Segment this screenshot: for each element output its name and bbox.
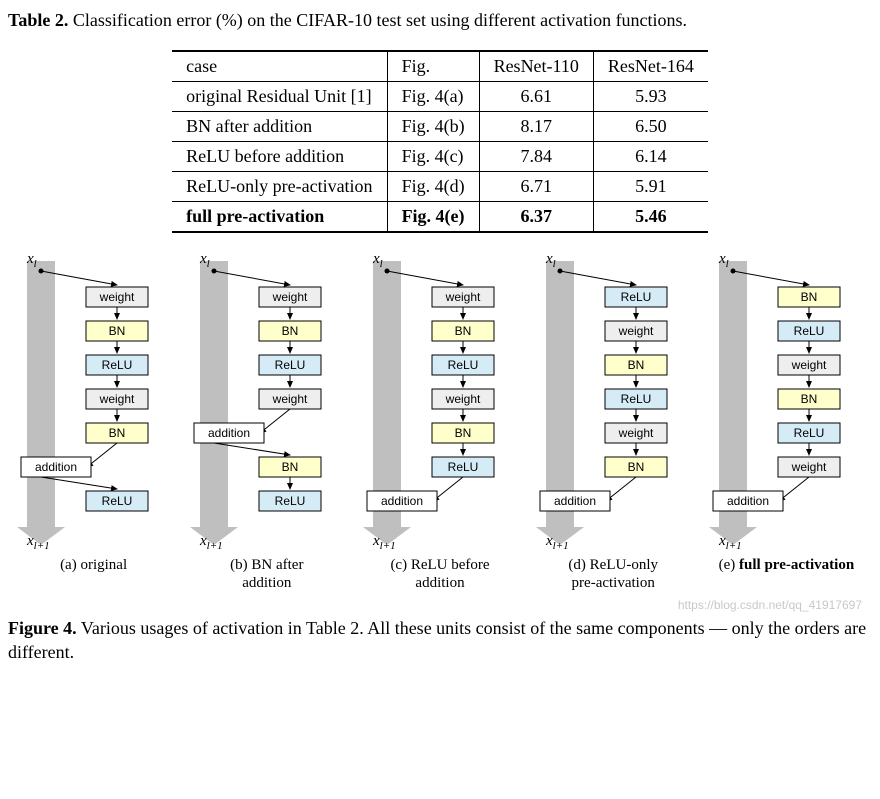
svg-text:BN: BN (628, 460, 645, 474)
svg-text:weight: weight (618, 426, 654, 440)
panel-label: (a) original (60, 557, 127, 574)
table-row: full pre-activationFig. 4(e)6.375.46 (172, 202, 708, 233)
svg-text:ReLU: ReLU (101, 494, 132, 508)
cell-case: full pre-activation (172, 202, 387, 233)
col-r164: ResNet-164 (593, 51, 707, 82)
cell-case: BN after addition (172, 112, 387, 142)
col-case: case (172, 51, 387, 82)
table-row: BN after additionFig. 4(b)8.176.50 (172, 112, 708, 142)
panel-label: (b) BN afteraddition (230, 557, 303, 592)
svg-text:ReLU: ReLU (274, 358, 305, 372)
svg-text:ReLU: ReLU (621, 392, 652, 406)
cell-r110: 8.17 (479, 112, 593, 142)
svg-text:BN: BN (455, 324, 472, 338)
table-row: original Residual Unit [1]Fig. 4(a)6.615… (172, 82, 708, 112)
svg-text:BN: BN (108, 426, 125, 440)
svg-text:weight: weight (98, 290, 134, 304)
table-caption-label: Table 2. (8, 10, 68, 30)
cell-r164: 5.91 (593, 172, 707, 202)
cell-r164: 5.93 (593, 82, 707, 112)
cell-case: original Residual Unit [1] (172, 82, 387, 112)
col-r110: ResNet-110 (479, 51, 593, 82)
svg-text:weight: weight (98, 392, 134, 406)
svg-text:weight: weight (445, 392, 481, 406)
svg-text:weight: weight (445, 290, 481, 304)
figure-caption-label: Figure 4. (8, 618, 77, 638)
svg-text:BN: BN (281, 324, 298, 338)
figure-panel: xlweightBNReLUweightBNReLUadditionxl+1(c… (354, 247, 525, 592)
svg-text:BN: BN (281, 460, 298, 474)
panel-svg: xlweightBNReLUweightBNadditionReLUxl+1 (9, 247, 179, 553)
cell-r164: 6.14 (593, 142, 707, 172)
svg-text:ReLU: ReLU (448, 358, 479, 372)
cell-r110: 6.37 (479, 202, 593, 233)
figure-panel: xlReLUweightBNReLUweightBNadditionxl+1(d… (528, 247, 699, 592)
table-row: ReLU before additionFig. 4(c)7.846.14 (172, 142, 708, 172)
figure-panel: xlweightBNReLUweightBNadditionReLUxl+1(a… (8, 247, 179, 592)
figure-caption: Figure 4. Various usages of activation i… (8, 616, 872, 665)
cell-fig: Fig. 4(d) (387, 172, 479, 202)
table-header-row: case Fig. ResNet-110 ResNet-164 (172, 51, 708, 82)
svg-text:weight: weight (791, 358, 827, 372)
svg-text:weight: weight (791, 460, 827, 474)
svg-text:ReLU: ReLU (621, 290, 652, 304)
panel-svg: xlReLUweightBNReLUweightBNadditionxl+1 (528, 247, 698, 553)
cell-case: ReLU-only pre-activation (172, 172, 387, 202)
table-caption: Table 2. Classification error (%) on the… (8, 8, 872, 32)
svg-text:addition: addition (727, 494, 769, 508)
svg-text:addition: addition (35, 460, 77, 474)
figure-caption-text: Various usages of activation in Table 2.… (8, 618, 866, 662)
svg-text:BN: BN (628, 358, 645, 372)
cell-r164: 5.46 (593, 202, 707, 233)
svg-text:ReLU: ReLU (448, 460, 479, 474)
svg-text:BN: BN (455, 426, 472, 440)
svg-text:addition: addition (554, 494, 596, 508)
cell-r110: 7.84 (479, 142, 593, 172)
figure-panel: xlweightBNReLUweightadditionBNReLUxl+1(b… (181, 247, 352, 592)
svg-text:addition: addition (208, 426, 250, 440)
svg-text:BN: BN (801, 290, 818, 304)
svg-text:ReLU: ReLU (101, 358, 132, 372)
figure-row: xlweightBNReLUweightBNadditionReLUxl+1(a… (8, 247, 872, 592)
figure-panel: xlBNReLUweightBNReLUweightadditionxl+1(e… (701, 247, 872, 592)
svg-text:weight: weight (618, 324, 654, 338)
watermark: https://blog.csdn.net/qq_41917697 (678, 598, 862, 612)
col-fig: Fig. (387, 51, 479, 82)
svg-text:ReLU: ReLU (794, 426, 825, 440)
cell-case: ReLU before addition (172, 142, 387, 172)
error-table: case Fig. ResNet-110 ResNet-164 original… (172, 50, 708, 233)
cell-r110: 6.61 (479, 82, 593, 112)
panel-label: (e) full pre-activation (719, 557, 855, 574)
panel-svg: xlweightBNReLUweightBNReLUadditionxl+1 (355, 247, 525, 553)
svg-text:weight: weight (271, 290, 307, 304)
cell-fig: Fig. 4(b) (387, 112, 479, 142)
svg-text:ReLU: ReLU (274, 494, 305, 508)
svg-text:weight: weight (271, 392, 307, 406)
svg-text:BN: BN (108, 324, 125, 338)
cell-fig: Fig. 4(a) (387, 82, 479, 112)
panel-svg: xlweightBNReLUweightadditionBNReLUxl+1 (182, 247, 352, 553)
table-row: ReLU-only pre-activationFig. 4(d)6.715.9… (172, 172, 708, 202)
cell-fig: Fig. 4(c) (387, 142, 479, 172)
panel-svg: xlBNReLUweightBNReLUweightadditionxl+1 (701, 247, 871, 553)
panel-label: (c) ReLU beforeaddition (390, 557, 489, 592)
svg-text:BN: BN (801, 392, 818, 406)
svg-text:addition: addition (381, 494, 423, 508)
svg-text:ReLU: ReLU (794, 324, 825, 338)
cell-fig: Fig. 4(e) (387, 202, 479, 233)
panel-label: (d) ReLU-onlypre-activation (568, 557, 658, 592)
cell-r164: 6.50 (593, 112, 707, 142)
cell-r110: 6.71 (479, 172, 593, 202)
table-caption-text: Classification error (%) on the CIFAR-10… (68, 10, 687, 30)
